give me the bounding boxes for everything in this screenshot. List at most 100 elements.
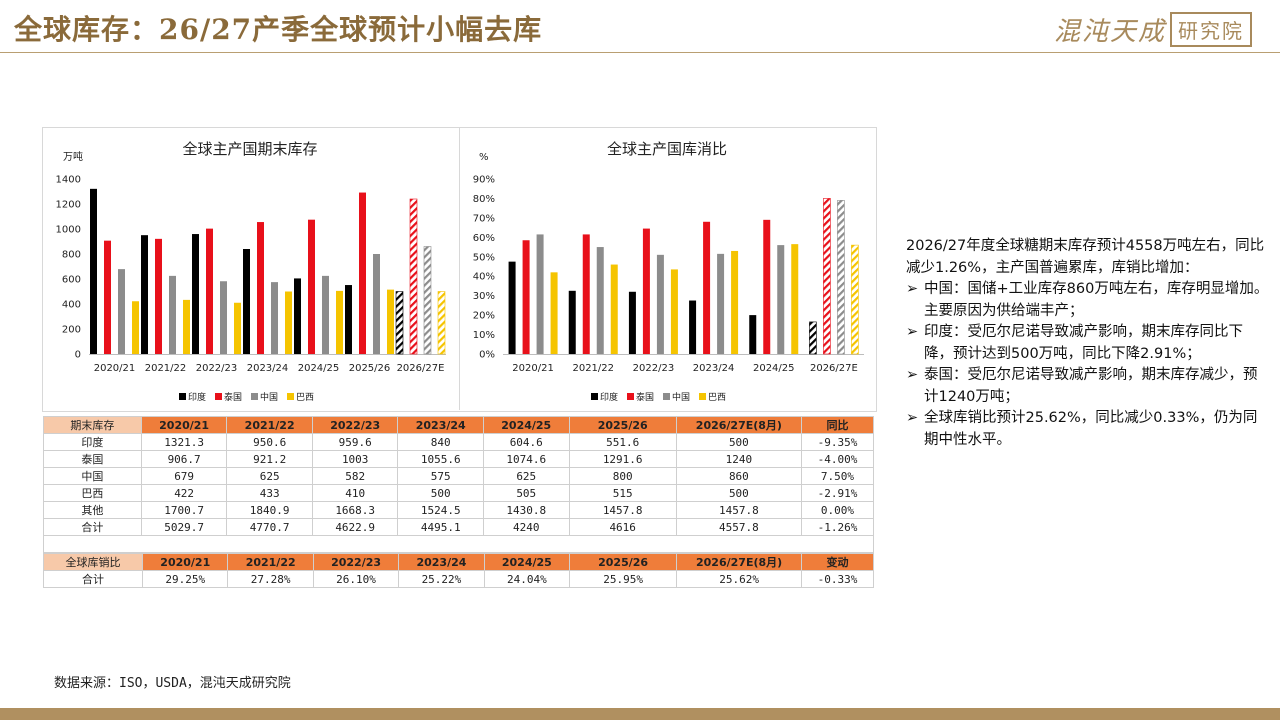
y-tick-label: 1000 (56, 225, 81, 236)
stock-cell: 500 (675, 484, 802, 502)
stock-cell: 800 (568, 467, 677, 485)
stock-header-cell: 期末库存 (43, 416, 142, 434)
stock-cell: 515 (568, 484, 677, 502)
legend-swatch (215, 393, 222, 400)
bar (336, 290, 343, 354)
bar (656, 254, 664, 354)
bar (749, 315, 757, 354)
ratio-header-cell: 变动 (801, 553, 874, 571)
stock-cell: 505 (482, 484, 570, 502)
bar (271, 282, 278, 354)
stock-header-cell: 同比 (800, 416, 875, 434)
legend-swatch (663, 393, 670, 400)
stock-cell: 1668.3 (311, 501, 399, 519)
ratio-row-label: 合计 (42, 570, 144, 588)
bar (104, 240, 111, 354)
y-tick-label: 60% (473, 233, 495, 244)
bottom-bar (0, 708, 1280, 720)
bar (183, 299, 190, 354)
bar (550, 272, 558, 354)
ratio-cell: -0.33% (801, 570, 874, 588)
x-tick-label: 2024/25 (298, 363, 340, 374)
x-tick-label: 2021/22 (145, 363, 187, 374)
stock-cell: 582 (311, 467, 399, 485)
stock-table-row: 中国 679 625 582 575 625 800 860 7.50% (43, 467, 875, 485)
bar (409, 198, 418, 355)
legend-swatch (627, 393, 634, 400)
stock-cell: 1457.8 (568, 501, 677, 519)
stock-row-label: 印度 (43, 433, 142, 451)
stock-cell: -2.91% (800, 484, 875, 502)
ratio-cell: 27.28% (227, 570, 314, 588)
stock-cell: 5029.7 (140, 518, 228, 536)
bar (731, 250, 739, 354)
ratio-header-cell: 2024/25 (483, 553, 571, 571)
commentary-bullet: ➢ 印度：受厄尔尼诺导致减产影响，期末库存同比下降，预计达到500万吨，同比下降2… (906, 322, 1270, 365)
bar (345, 285, 352, 354)
legend-label: 中国 (260, 391, 278, 403)
bar (628, 291, 636, 354)
bar (437, 291, 446, 355)
bar (837, 200, 845, 355)
bar (689, 300, 697, 354)
bullet-text: 中国：国储+工业库存860万吨左右，库存明显增加。主要原因为供给端丰产； (924, 281, 1269, 319)
x-tick-label: 2026/27E (810, 363, 858, 374)
stock-table: 期末库存 2020/21 2021/22 2022/23 2023/24 2024/25 2… (43, 416, 875, 536)
legend-label: 巴西 (708, 392, 726, 403)
bar (423, 246, 432, 355)
stock-cell: -9.35% (800, 433, 875, 451)
x-tick-label: 2023/24 (693, 363, 735, 374)
bar (118, 269, 125, 354)
legend-swatch (591, 393, 598, 400)
bar (777, 245, 785, 354)
bar (294, 278, 301, 354)
stock-cell: 4770.7 (226, 518, 313, 536)
bar (582, 234, 590, 354)
y-tick-label: 400 (62, 300, 81, 311)
bar (322, 275, 329, 354)
y-tick-label: 50% (473, 252, 495, 263)
bullet-arrow-icon: ➢ (906, 281, 919, 297)
bar (596, 247, 604, 354)
title-divider (0, 52, 1280, 53)
table-spacer-row (43, 536, 874, 553)
ratio-cell: 29.25% (142, 570, 229, 588)
bar (192, 234, 199, 354)
stock-cell: 575 (397, 467, 484, 485)
legend-label: 中国 (672, 391, 690, 403)
x-tick-label: 2020/21 (94, 363, 136, 374)
x-tick-label: 2022/23 (633, 363, 675, 374)
ratio-header-cell: 2023/24 (398, 553, 485, 571)
y-tick-label: 0% (479, 350, 495, 361)
y-tick-label: 80% (473, 194, 495, 205)
bar (717, 253, 725, 354)
y-tick-label: 30% (473, 291, 495, 302)
logo-box-text: 研究院 (1170, 11, 1252, 47)
legend-swatch (179, 393, 186, 400)
bar (610, 264, 618, 354)
bar (508, 261, 516, 354)
stock-cell: 1240 (675, 450, 802, 468)
stock-cell: 625 (226, 467, 313, 485)
x-tick-label: 2020/21 (512, 363, 554, 374)
stock-header-cell: 2026/27E(8月) (675, 416, 802, 434)
stock-table-row: 巴西 422 433 410 500 505 515 500 -2.91% (43, 484, 875, 502)
ratio-cell: 25.62% (676, 570, 803, 588)
legend-label: 巴西 (296, 392, 314, 403)
legend-label: 印度 (188, 391, 206, 403)
bar (373, 254, 380, 354)
x-tick-label: 2025/26 (349, 363, 391, 374)
stock-cell: 1524.5 (397, 501, 484, 519)
stock-cell: 7.50% (800, 467, 875, 485)
bullet-text: 印度：受厄尔尼诺导致减产影响，期末库存同比下降，预计达到500万吨，同比下降2.… (924, 324, 1243, 362)
stock-cell: 1074.6 (482, 450, 570, 468)
commentary-bullets: ➢ 中国：国储+工业库存860万吨左右，库存明显增加。主要原因为供给端丰产； ➢ 印度… (906, 279, 1270, 451)
stock-cell: 500 (675, 433, 802, 451)
stock-cell: 410 (311, 484, 399, 502)
y-axis-unit: % (479, 152, 489, 163)
commentary-bullet: ➢ 泰国：受厄尔尼诺导致减产影响，期末库存减少，预计1240万吨； (906, 365, 1270, 408)
x-tick-label: 2026/27E (397, 363, 445, 374)
bar (703, 221, 711, 354)
stock-cell: 950.6 (226, 433, 313, 451)
bar (308, 219, 315, 354)
